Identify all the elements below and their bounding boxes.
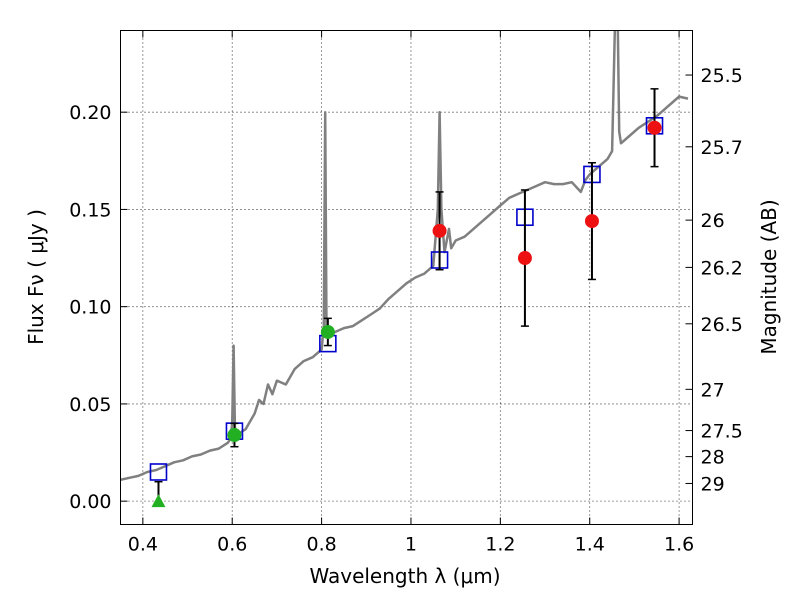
plot-frame bbox=[120, 30, 693, 525]
x-tick-label: 0.6 bbox=[217, 534, 247, 556]
data-point bbox=[647, 120, 662, 135]
upper-limit-triangle bbox=[151, 494, 166, 508]
axes: 0.4 0.6 0.8 1 1.2 1.4 1.6 0.00 0.05 0.10 0.15 0.20 2… bbox=[69, 30, 743, 556]
y-axis-right-title: Magnitude (AB) bbox=[757, 199, 781, 354]
magnitude-tick-label: 29 bbox=[701, 473, 725, 495]
x-tick-label: 0.4 bbox=[128, 534, 158, 556]
grid bbox=[120, 30, 693, 525]
y-tick-label: 0.15 bbox=[69, 199, 111, 221]
x-tick-label: 1.6 bbox=[664, 534, 694, 556]
magnitude-tick-label: 26 bbox=[701, 210, 725, 232]
x-axis-title: Wavelength λ (μm) bbox=[309, 564, 500, 588]
data-point bbox=[320, 324, 335, 339]
magnitude-tick-label: 25.5 bbox=[701, 65, 743, 87]
y-tick-label: 0.20 bbox=[69, 102, 111, 124]
x-tick-label: 0.8 bbox=[306, 534, 336, 556]
data-point bbox=[227, 428, 242, 443]
model-photometry-square bbox=[149, 463, 168, 481]
plot-area bbox=[120, 30, 693, 525]
y-axis-title: Flux Fν ( μJy ) bbox=[24, 209, 48, 345]
x-tick-label: 1.2 bbox=[485, 534, 515, 556]
magnitude-tick-label: 27.5 bbox=[701, 421, 743, 443]
magnitude-tick-label: 25.7 bbox=[701, 137, 743, 159]
data-point bbox=[584, 214, 599, 229]
magnitude-tick-label: 27 bbox=[701, 379, 725, 401]
x-tick-label: 1 bbox=[405, 534, 417, 556]
data-point bbox=[517, 251, 532, 266]
y-tick-label: 0.05 bbox=[69, 394, 111, 416]
magnitude-tick-label: 28 bbox=[701, 447, 725, 469]
y-tick-label: 0.00 bbox=[69, 491, 111, 513]
magnitude-tick-label: 26.5 bbox=[701, 314, 743, 336]
series-layer bbox=[120, 30, 689, 508]
x-tick-label: 1.4 bbox=[575, 534, 605, 556]
y-tick-label: 0.10 bbox=[69, 297, 111, 319]
magnitude-tick-label: 26.2 bbox=[701, 257, 743, 279]
data-point bbox=[432, 223, 447, 238]
